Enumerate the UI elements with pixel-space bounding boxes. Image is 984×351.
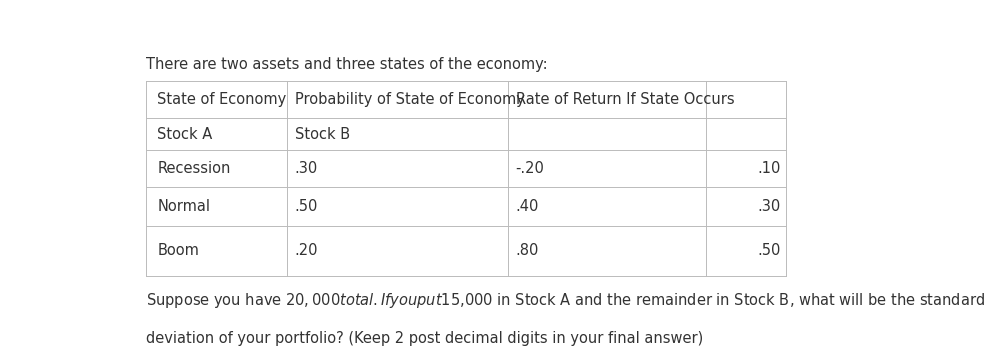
Text: Suppose you have $20,000 total. If you put $15,000 in Stock A and the remainder : Suppose you have $20,000 total. If you p… (146, 291, 984, 310)
Text: .30: .30 (294, 161, 318, 176)
Text: deviation of your portfolio? (Keep 2 post decimal digits in your final answer): deviation of your portfolio? (Keep 2 pos… (146, 331, 704, 346)
Text: Rate of Return If State Occurs: Rate of Return If State Occurs (516, 92, 734, 107)
Text: .80: .80 (516, 243, 539, 258)
Text: Boom: Boom (157, 243, 199, 258)
Text: .50: .50 (757, 243, 780, 258)
Text: State of Economy: State of Economy (157, 92, 286, 107)
Text: Normal: Normal (157, 199, 211, 214)
Text: .10: .10 (757, 161, 780, 176)
Text: Stock B: Stock B (294, 126, 349, 141)
Text: There are two assets and three states of the economy:: There are two assets and three states of… (146, 57, 547, 72)
Text: Stock A: Stock A (157, 126, 213, 141)
Text: .30: .30 (757, 199, 780, 214)
Text: .50: .50 (294, 199, 318, 214)
Text: -.20: -.20 (516, 161, 544, 176)
Text: Recession: Recession (157, 161, 230, 176)
Text: .40: .40 (516, 199, 539, 214)
Text: Probability of State of Economy: Probability of State of Economy (294, 92, 524, 107)
Text: .20: .20 (294, 243, 318, 258)
